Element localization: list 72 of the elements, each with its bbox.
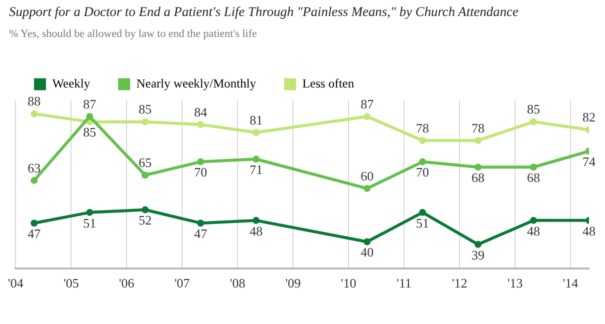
data-label: 63	[28, 160, 41, 176]
data-label: 78	[416, 120, 430, 136]
point	[252, 128, 260, 136]
data-label: 70	[194, 164, 208, 180]
data-label: 87	[83, 96, 97, 112]
data-label: 48	[250, 223, 263, 238]
point	[419, 208, 426, 216]
point	[252, 156, 260, 163]
data-label: 39	[472, 247, 485, 262]
data-label: 70	[416, 164, 430, 180]
data-label: 87	[360, 96, 374, 112]
point	[419, 136, 426, 144]
data-label: 47	[28, 226, 42, 242]
point	[142, 118, 149, 126]
data-label: 82	[582, 110, 596, 125]
point	[474, 136, 482, 144]
x-tick-label: '09	[285, 276, 301, 291]
legend-label: Less often	[302, 76, 355, 91]
point	[530, 216, 538, 224]
chart-title: Support for a Doctor to End a Patient's Life Through "Painless Means," by Church Attendance	[9, 4, 518, 20]
data-label: 68	[527, 170, 540, 186]
data-label: 51	[83, 215, 96, 230]
point	[30, 220, 38, 227]
data-label: 71	[250, 162, 263, 178]
point	[30, 176, 38, 184]
data-label: 85	[83, 124, 96, 140]
x-tick-label: '06	[118, 276, 135, 291]
data-label: 47	[194, 226, 208, 242]
data-label: 84	[194, 104, 208, 120]
x-tick-label: '11	[396, 276, 412, 291]
data-label: 65	[138, 155, 152, 170]
x-tick-label: '10	[340, 276, 356, 291]
point	[530, 118, 538, 126]
x-tick-label: '14	[562, 276, 579, 291]
point	[419, 158, 426, 166]
point	[197, 158, 204, 166]
data-label: 48	[527, 223, 540, 238]
data-label: 85	[138, 102, 152, 117]
point	[197, 220, 204, 227]
legend-label: Weekly	[52, 76, 91, 91]
point	[474, 164, 482, 171]
point	[86, 112, 94, 120]
point	[364, 112, 371, 120]
point	[530, 164, 538, 171]
point	[364, 238, 371, 246]
data-label: 88	[28, 94, 41, 109]
data-label: 81	[250, 112, 263, 128]
point	[474, 240, 482, 248]
point	[30, 110, 38, 118]
point	[197, 120, 204, 128]
data-label: 74	[582, 154, 596, 170]
x-tick-label: '07	[174, 276, 190, 291]
data-label: 52	[138, 212, 152, 228]
data-label: 48	[582, 223, 596, 238]
x-tick-label: '04	[8, 276, 24, 291]
data-label: 60	[360, 168, 374, 184]
data-label: 68	[472, 170, 485, 186]
data-label: 40	[360, 244, 374, 260]
chart-subtitle: % Yes, should be allowed by law to end the patient's life	[9, 28, 257, 40]
point	[142, 172, 149, 179]
data-label: 78	[472, 120, 485, 136]
data-label: 85	[527, 102, 540, 117]
point	[86, 208, 94, 216]
point	[252, 216, 260, 224]
data-label: 51	[416, 215, 430, 230]
legend-label: Nearly weekly/Monthly	[136, 76, 257, 91]
point	[364, 184, 371, 192]
point	[142, 206, 149, 214]
x-tick-label: '13	[507, 276, 523, 291]
x-tick-label: '12	[452, 276, 468, 291]
x-tick-label: '05	[63, 276, 79, 291]
x-tick-label: '08	[230, 276, 246, 291]
